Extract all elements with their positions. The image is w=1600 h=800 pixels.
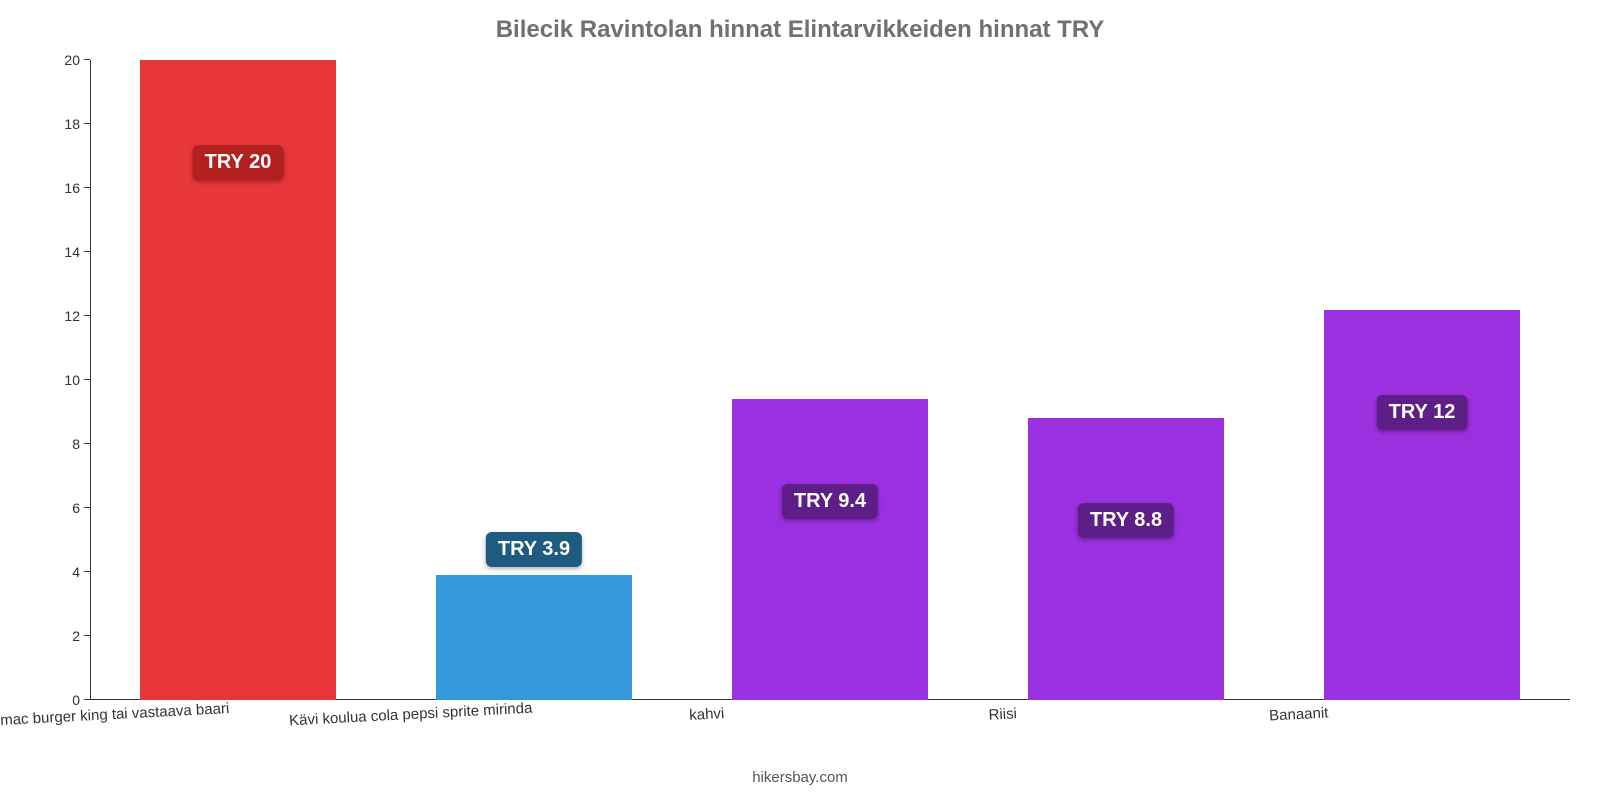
x-category-label: Riisi xyxy=(988,699,1018,723)
bar: TRY 8.8 xyxy=(1028,418,1223,700)
y-tick-label: 12 xyxy=(64,308,90,324)
plot-area: 02468101214161820TRY 20mac burger king t… xyxy=(90,60,1570,700)
value-badge: TRY 8.8 xyxy=(1078,503,1174,538)
value-badge: TRY 3.9 xyxy=(486,532,582,567)
y-tick-label: 2 xyxy=(72,628,90,644)
value-badge: TRY 9.4 xyxy=(782,484,878,519)
price-bar-chart: Bilecik Ravintolan hinnat Elintarvikkeid… xyxy=(0,0,1600,800)
y-tick-label: 14 xyxy=(64,244,90,260)
x-category-label: Banaanit xyxy=(1268,698,1328,724)
value-badge: TRY 12 xyxy=(1377,395,1468,430)
y-tick-label: 6 xyxy=(72,500,90,516)
y-tick-label: 8 xyxy=(72,436,90,452)
bar: TRY 12 xyxy=(1324,310,1519,700)
y-tick-label: 4 xyxy=(72,564,90,580)
y-tick-label: 20 xyxy=(64,52,90,68)
y-tick-label: 10 xyxy=(64,372,90,388)
y-tick-label: 16 xyxy=(64,180,90,196)
x-category-label: mac burger king tai vastaava baari xyxy=(0,694,229,729)
bar-slot: TRY 8.8 xyxy=(978,60,1274,700)
attribution-text: hikersbay.com xyxy=(0,769,1600,786)
bar-slot: TRY 20 xyxy=(90,60,386,700)
x-category-label: kahvi xyxy=(688,699,724,724)
value-badge: TRY 20 xyxy=(193,145,284,180)
chart-title: Bilecik Ravintolan hinnat Elintarvikkeid… xyxy=(0,16,1600,44)
y-tick-label: 18 xyxy=(64,116,90,132)
bar: TRY 20 xyxy=(140,60,335,700)
bar-slot: TRY 9.4 xyxy=(682,60,978,700)
bar: TRY 9.4 xyxy=(732,399,927,700)
bar: TRY 3.9 xyxy=(436,575,631,700)
bar-slot: TRY 12 xyxy=(1274,60,1570,700)
bar-slot: TRY 3.9 xyxy=(386,60,682,700)
